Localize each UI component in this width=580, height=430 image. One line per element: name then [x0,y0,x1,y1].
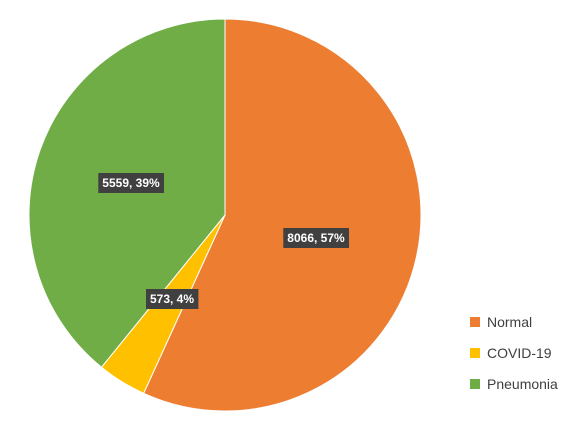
data-label-text: 573, 4% [150,292,194,306]
legend-swatch [470,348,480,358]
legend-item-pneumonia: Pneumonia [470,376,558,392]
data-label-background [283,228,349,248]
legend-swatch [470,317,480,327]
legend: Normal COVID-19 Pneumonia [470,314,558,392]
legend-label: Pneumonia [487,376,558,392]
data-label-covid-19: 573, 4% [146,289,199,309]
legend-item-covid-19: COVID-19 [470,345,552,361]
legend-label: COVID-19 [487,345,552,361]
pie-slice-normal [142,18,422,412]
pie-slices [28,18,422,412]
legend-item-normal: Normal [470,314,532,330]
legend-swatch [470,379,480,389]
data-label-background [146,289,199,309]
pie-slice-pneumonia [28,18,226,368]
data-labels: 8066, 57% 573, 4% 5559, 39% [98,173,349,309]
legend-label: Normal [487,314,532,330]
data-label-normal: 8066, 57% [283,228,349,248]
data-label-pneumonia: 5559, 39% [98,173,164,193]
data-label-background [98,173,164,193]
data-label-text: 8066, 57% [287,231,345,245]
data-label-text: 5559, 39% [102,176,160,190]
